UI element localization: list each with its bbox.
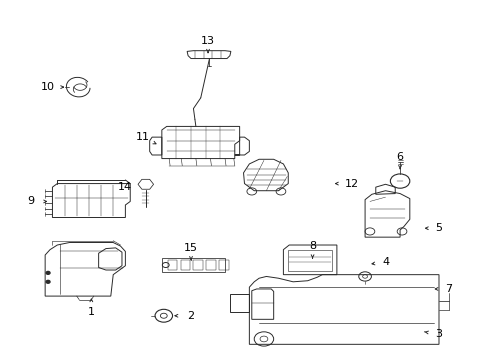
Text: 8: 8 [308, 241, 315, 251]
Text: 3: 3 [435, 329, 442, 339]
Text: 4: 4 [381, 257, 388, 267]
Circle shape [46, 271, 50, 274]
Bar [287, 249, 331, 271]
Circle shape [46, 280, 50, 283]
Bar [206, 260, 216, 270]
Bar [167, 260, 177, 270]
Text: 5: 5 [435, 223, 442, 233]
Text: 15: 15 [183, 243, 198, 253]
Text: 14: 14 [118, 182, 132, 192]
Bar [162, 258, 224, 272]
Text: 9: 9 [27, 197, 34, 206]
Bar [193, 260, 203, 270]
Text: 6: 6 [396, 152, 403, 162]
Text: 10: 10 [41, 82, 55, 92]
Text: 7: 7 [444, 284, 451, 294]
Bar [219, 260, 228, 270]
Bar [180, 260, 190, 270]
Text: 1: 1 [88, 307, 95, 317]
Text: 2: 2 [187, 311, 194, 321]
Text: 12: 12 [344, 179, 358, 189]
Text: 13: 13 [201, 36, 215, 46]
Text: 11: 11 [135, 132, 149, 142]
